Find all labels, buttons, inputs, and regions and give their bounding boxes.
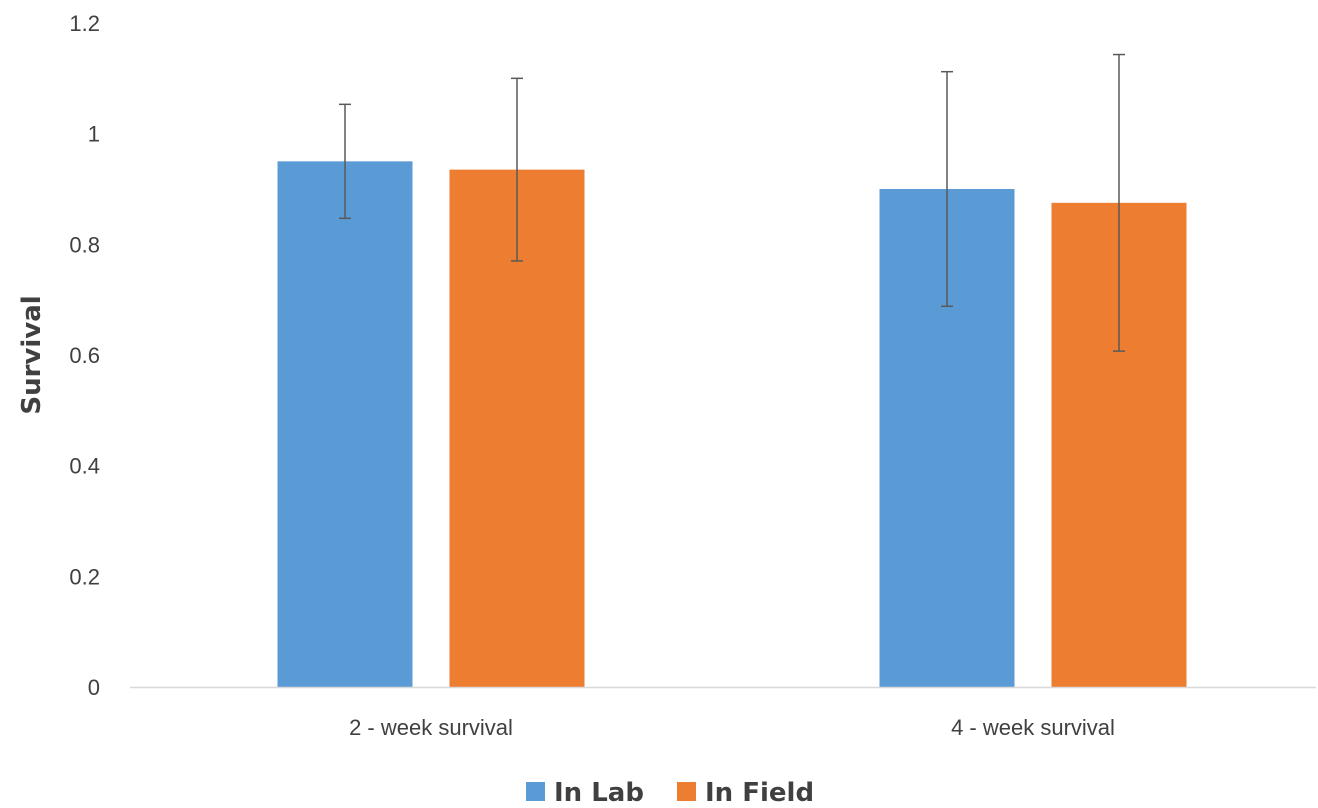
- y-axis-tick-labels: 0 0.2 0.4 0.6 0.8 1 1.2: [69, 11, 100, 700]
- error-bar-in-lab-2: [941, 70, 953, 308]
- legend-swatch-in-field: [677, 782, 696, 801]
- y-tick-label: 0.8: [69, 232, 100, 257]
- y-axis-title: Survival: [17, 295, 47, 414]
- x-tick-label: 4 - week survival: [951, 715, 1115, 740]
- y-tick-label: 0.6: [69, 343, 100, 368]
- y-tick-label: 1: [88, 122, 100, 147]
- y-tick-label: 0.2: [69, 564, 100, 589]
- x-tick-label: 2 - week survival: [349, 715, 513, 740]
- error-bar-in-field-1: [511, 77, 523, 262]
- legend-label-in-field: In Field: [705, 778, 814, 808]
- y-tick-label: 0.4: [69, 454, 100, 479]
- bar-in-lab-1: [277, 161, 413, 688]
- bars: [277, 161, 1187, 688]
- legend: In Lab In Field: [526, 778, 814, 808]
- y-tick-label: 1.2: [69, 11, 100, 36]
- y-tick-label: 0: [88, 675, 100, 700]
- error-bars: [339, 53, 1125, 352]
- error-bar-in-field-2: [1113, 53, 1125, 352]
- error-bar-in-lab-1: [339, 103, 351, 220]
- legend-swatch-in-lab: [526, 782, 545, 801]
- legend-label-in-lab: In Lab: [554, 778, 644, 808]
- x-axis-tick-labels: 2 - week survival 4 - week survival: [349, 715, 1115, 740]
